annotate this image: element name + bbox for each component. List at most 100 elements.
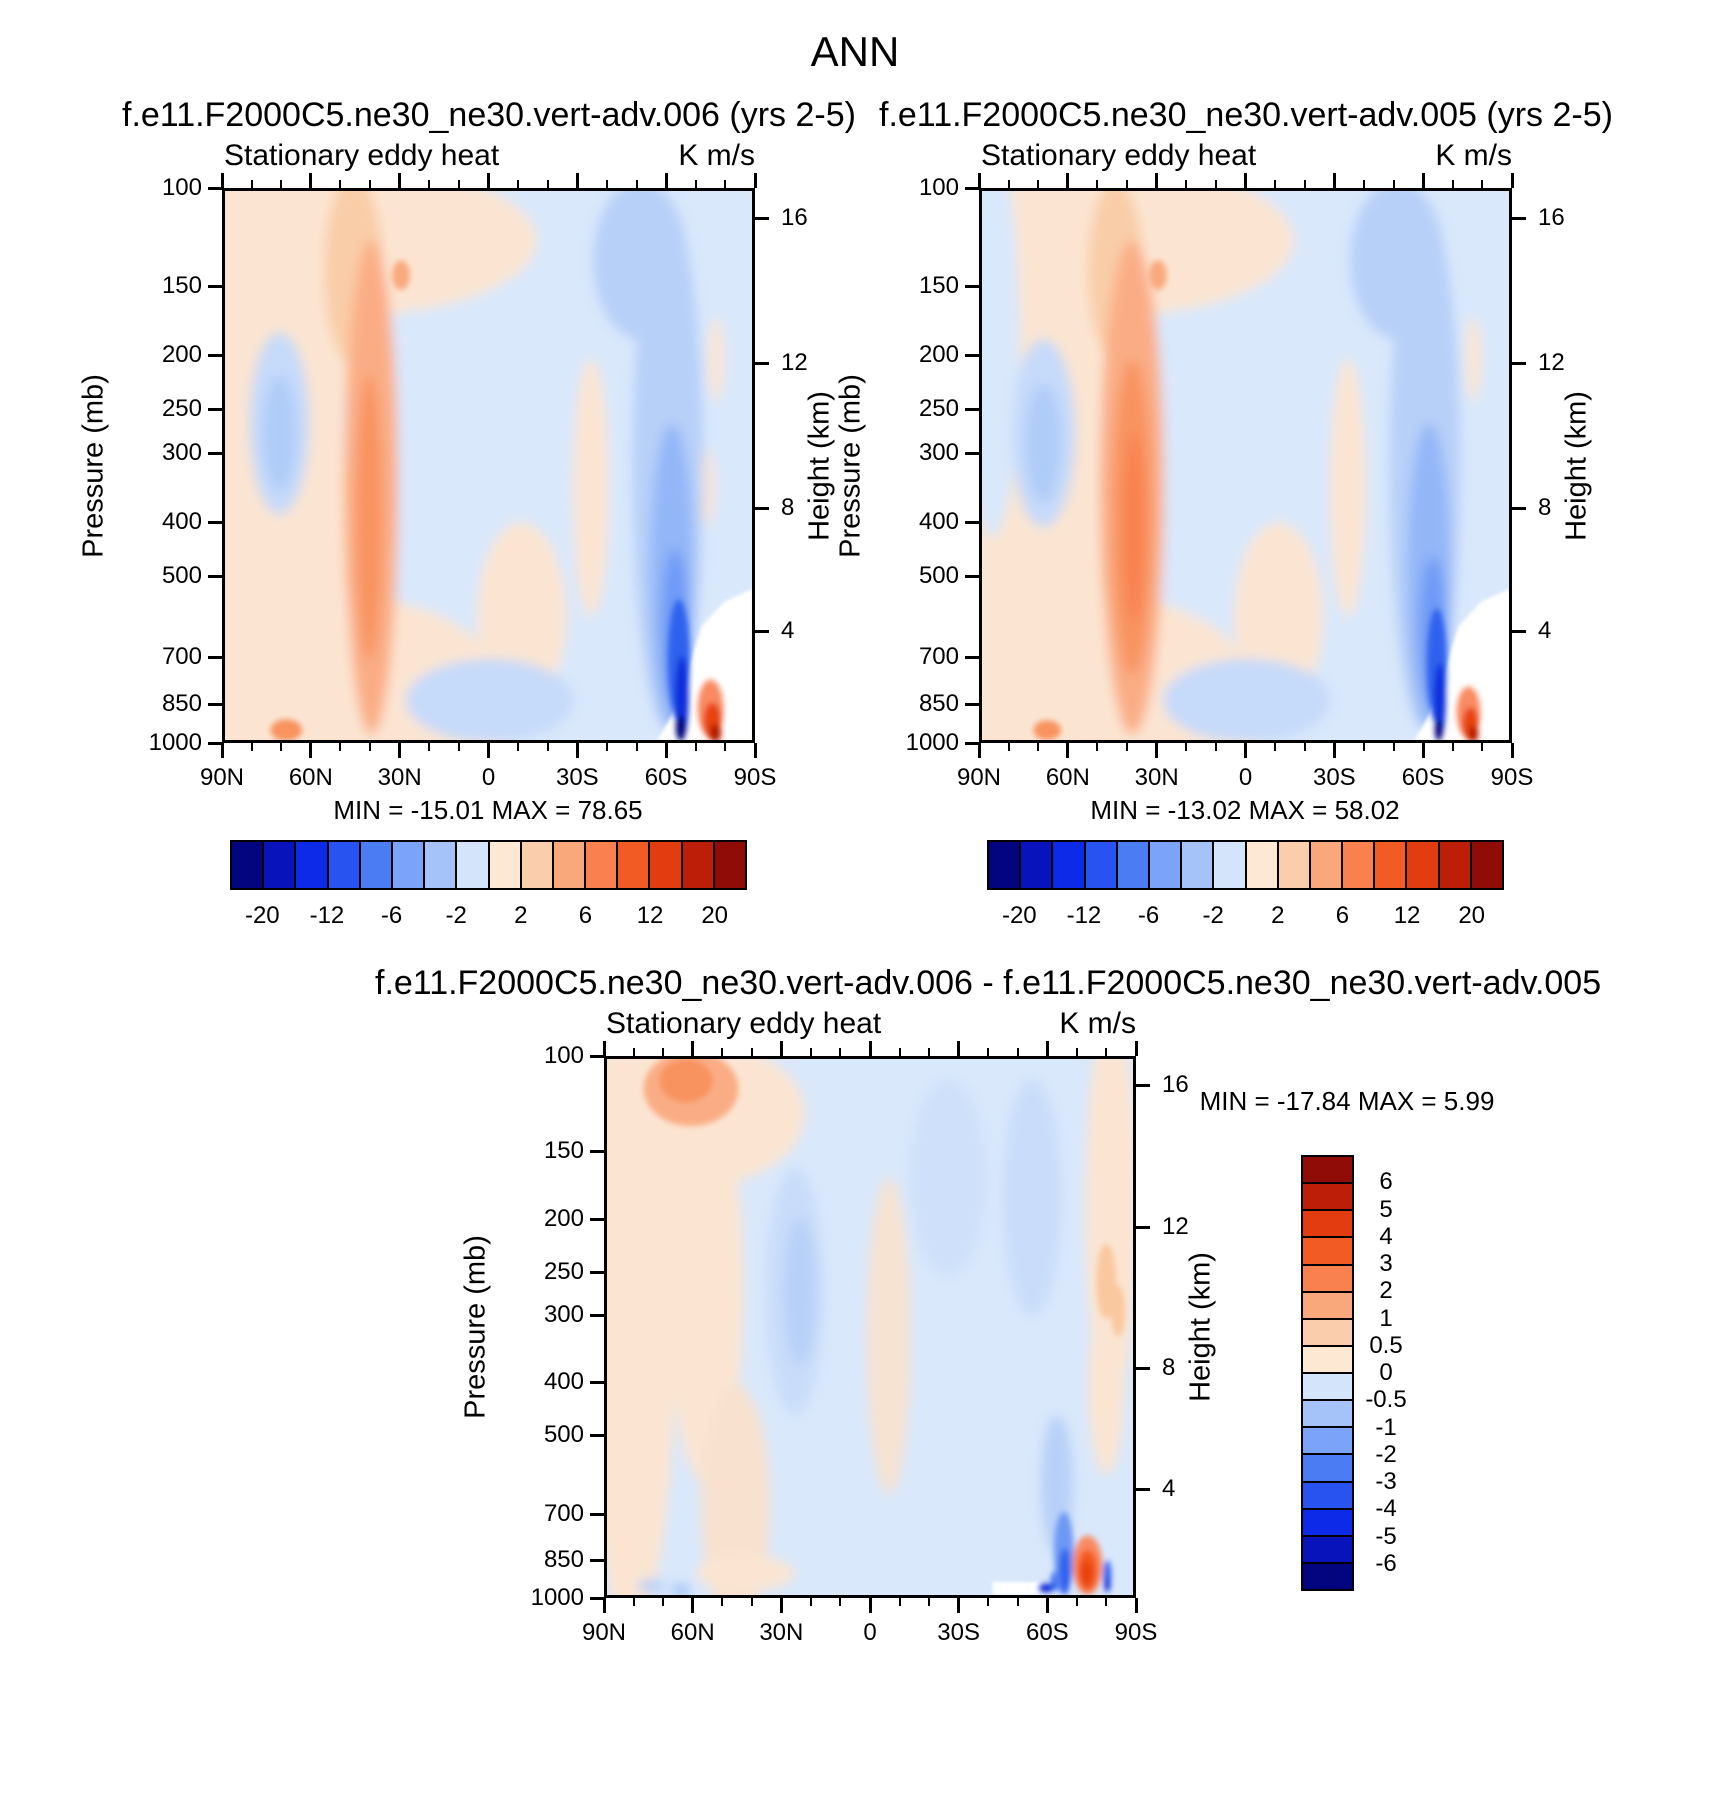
colorbar-cell bbox=[1303, 1401, 1352, 1427]
latitude-tick bbox=[339, 743, 342, 751]
latitude-tick bbox=[809, 1048, 812, 1056]
colorbar-cell bbox=[714, 842, 745, 888]
pressure-tick-label: 1000 bbox=[148, 729, 202, 756]
pressure-tick bbox=[208, 284, 222, 288]
pressure-tick bbox=[590, 1512, 604, 1516]
colorbar-tick-label: -4 bbox=[1375, 1495, 1397, 1523]
latitude-tick bbox=[1037, 743, 1040, 751]
latitude-tick bbox=[1244, 743, 1247, 758]
latitude-tick bbox=[1451, 743, 1454, 751]
latitude-tick bbox=[662, 1048, 665, 1056]
latitude-tick bbox=[1392, 743, 1395, 751]
plot-area bbox=[979, 188, 1512, 743]
pressure-tick-label: 200 bbox=[161, 341, 202, 369]
latitude-tick bbox=[664, 743, 668, 758]
colorbar-cell bbox=[682, 842, 713, 888]
pressure-tick-label: 1000 bbox=[530, 1584, 584, 1611]
pressure-tick bbox=[590, 1150, 604, 1154]
colorbar-cell bbox=[1303, 1536, 1352, 1562]
pressure-tick bbox=[965, 451, 979, 455]
latitude-tick bbox=[1007, 743, 1010, 751]
latitude-tick bbox=[1096, 743, 1099, 751]
latitude-tick bbox=[1105, 1048, 1108, 1056]
pressure-tick bbox=[208, 451, 222, 455]
height-tick-label: 16 bbox=[1538, 203, 1565, 231]
colorbar-cell bbox=[586, 842, 617, 888]
latitude-tick bbox=[1303, 180, 1306, 188]
latitude-tick bbox=[339, 180, 342, 188]
height-tick bbox=[755, 629, 769, 633]
latitude-tick bbox=[750, 1048, 753, 1056]
latitude-tick bbox=[1303, 743, 1306, 751]
colorbar-tick-label: 12 bbox=[1393, 902, 1421, 929]
latitude-tick bbox=[487, 173, 490, 188]
height-tick-label: 8 bbox=[1162, 1354, 1176, 1382]
height-tick-label: 12 bbox=[1162, 1213, 1189, 1241]
colorbar-cell bbox=[1303, 1211, 1352, 1237]
latitude-tick bbox=[987, 1048, 990, 1056]
pressure-tick-label: 400 bbox=[161, 508, 202, 536]
latitude-tick bbox=[1045, 1598, 1049, 1613]
height-tick-label: 12 bbox=[1538, 349, 1565, 377]
colorbar-cell bbox=[1303, 1455, 1352, 1481]
latitude-tick bbox=[575, 173, 579, 188]
height-tick bbox=[1512, 629, 1526, 633]
colorbar-cell bbox=[264, 842, 295, 888]
latitude-tick bbox=[1185, 180, 1188, 188]
pressure-tick bbox=[590, 1270, 604, 1274]
latitude-tick bbox=[1421, 743, 1425, 758]
colorbar-cell bbox=[1182, 842, 1213, 888]
colorbar-tick-label: -0.5 bbox=[1365, 1386, 1407, 1414]
colorbar-cell bbox=[1303, 1428, 1352, 1454]
colorbar-cell bbox=[1303, 1157, 1352, 1183]
colorbar-cell bbox=[1471, 842, 1502, 888]
pressure-tick bbox=[208, 521, 222, 525]
colorbar-tick-label: -20 bbox=[1001, 902, 1037, 929]
latitude-tick-label: 90N bbox=[581, 1619, 627, 1646]
pressure-tick bbox=[965, 521, 979, 525]
pressure-tick-label: 850 bbox=[161, 689, 202, 717]
latitude-tick bbox=[398, 173, 402, 188]
colorbar-tick-label: 5 bbox=[1379, 1195, 1393, 1223]
colorbar-cell bbox=[618, 842, 649, 888]
plot-area bbox=[222, 188, 755, 743]
latitude-tick bbox=[809, 1598, 812, 1606]
colorbar-tick-label: -2 bbox=[1202, 902, 1224, 929]
latitude-tick bbox=[1066, 743, 1070, 758]
latitude-tick bbox=[546, 180, 549, 188]
pressure-tick-label: 150 bbox=[918, 271, 959, 299]
min-max-stats: MIN = -13.02 MAX = 58.02 bbox=[1090, 795, 1400, 825]
latitude-tick bbox=[1075, 1048, 1078, 1056]
pressure-tick-label: 250 bbox=[918, 394, 959, 422]
latitude-tick bbox=[632, 1598, 635, 1606]
latitude-tick bbox=[928, 1048, 931, 1056]
pressure-tick-label: 700 bbox=[161, 642, 202, 670]
latitude-tick bbox=[635, 743, 638, 751]
pressure-axis-label: Pressure (mb) bbox=[77, 374, 110, 558]
latitude-tick bbox=[1096, 180, 1099, 188]
colorbar-cell bbox=[1439, 842, 1470, 888]
colorbar-tick-label: 2 bbox=[1379, 1277, 1393, 1305]
colorbar-tick-label: -12 bbox=[1066, 902, 1102, 929]
colorbar-cell bbox=[553, 842, 585, 888]
latitude-tick bbox=[575, 743, 579, 758]
latitude-tick bbox=[753, 173, 757, 188]
pressure-tick-label: 150 bbox=[161, 271, 202, 299]
latitude-tick-label: 90S bbox=[733, 764, 777, 791]
pressure-tick-label: 500 bbox=[161, 561, 202, 589]
pressure-tick-label: 500 bbox=[543, 1420, 584, 1448]
colorbar-cell bbox=[1303, 1346, 1352, 1372]
colorbar-tick-label: 3 bbox=[1379, 1250, 1393, 1277]
latitude-tick-label: 30S bbox=[555, 764, 599, 791]
latitude-tick bbox=[1066, 173, 1070, 188]
colorbar-tick-label: -6 bbox=[1375, 1549, 1397, 1577]
latitude-tick bbox=[220, 173, 224, 188]
latitude-tick bbox=[957, 1041, 961, 1056]
colorbar-cell bbox=[1278, 842, 1309, 888]
height-tick bbox=[1136, 1367, 1150, 1371]
pressure-tick bbox=[965, 354, 979, 358]
colorbar-cell bbox=[1053, 842, 1084, 888]
latitude-tick bbox=[1244, 173, 1247, 188]
latitude-tick bbox=[220, 743, 224, 758]
